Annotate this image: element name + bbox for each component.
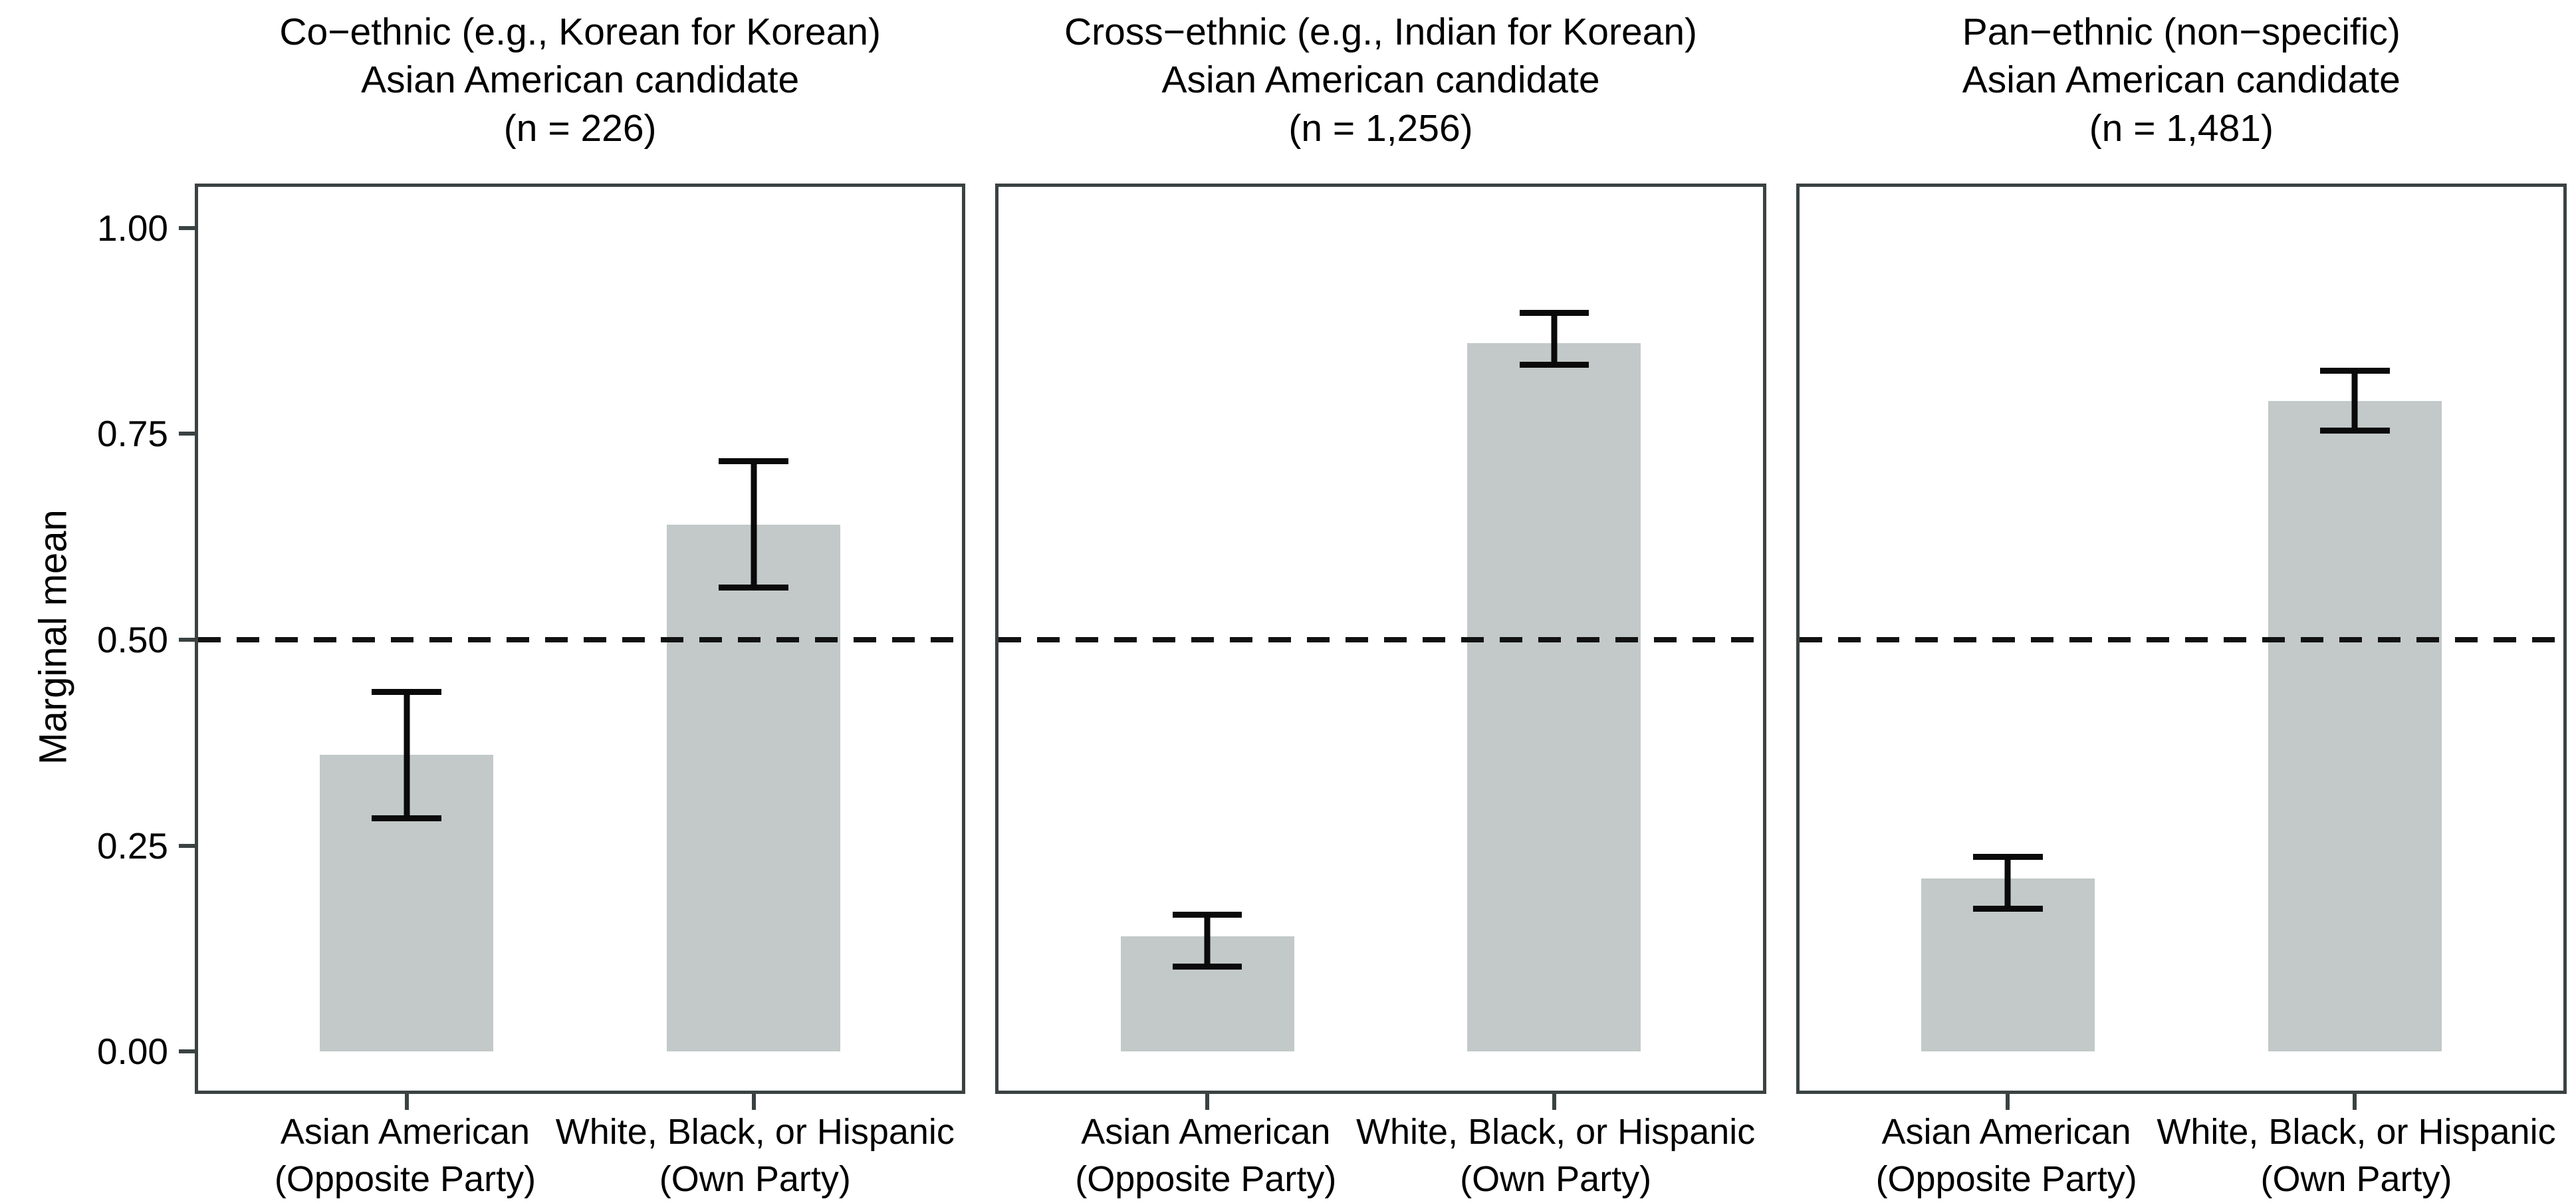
reference-line-0.5: [998, 636, 1763, 642]
y-tick-mark: [179, 637, 195, 642]
y-tick-mark: [179, 225, 195, 230]
error-bar-stem: [1551, 310, 1558, 368]
x-category-label-line: Asian American: [280, 1112, 530, 1152]
x-tick-mark: [751, 1094, 756, 1110]
error-bar-cap-bottom: [1172, 963, 1242, 970]
error-bar-stem: [2351, 368, 2358, 434]
facet-title-line: Co−ethnic (e.g., Korean for Korean): [279, 11, 881, 53]
x-category-label-line: White, Black, or Hispanic: [2157, 1112, 2556, 1152]
error-bar-cap-bottom: [1973, 905, 2043, 912]
x-category-label: White, Black, or Hispanic (Own Party): [2157, 1109, 2555, 1201]
x-category-label-line: (Opposite Party): [1875, 1159, 2137, 1200]
bar: [667, 524, 840, 1052]
x-category-label-line: (Opposite Party): [274, 1159, 536, 1200]
x-tick-mark: [2006, 1094, 2010, 1110]
plot-area: [995, 184, 1766, 1110]
error-bar: [1519, 310, 1589, 368]
y-tick-label: 0.00: [96, 1031, 168, 1073]
error-bar-stem: [1204, 911, 1211, 970]
x-category-label: Asian American (Opposite Party): [1876, 1109, 2137, 1201]
facet-panel: Pan−ethnic (non−specific) Asian American…: [1796, 0, 2567, 1201]
x-category-label: White, Black, or Hispanic (Own Party): [556, 1109, 955, 1201]
error-bar-stem: [404, 689, 410, 821]
error-bar: [372, 689, 442, 821]
error-bar: [1172, 911, 1242, 970]
facet-title-line: (n = 1,481): [2089, 106, 2274, 150]
facet-title-line: Cross−ethnic (e.g., Indian for Korean): [1064, 11, 1698, 53]
x-category-label-line: Asian American: [1081, 1112, 1331, 1152]
x-category-label-line: (Own Party): [659, 1159, 851, 1200]
x-axis-labels: Asian American (Opposite Party) White, Bla…: [1796, 1094, 2567, 1201]
facet-panel: Cross−ethnic (e.g., Indian for Korean) A…: [995, 0, 1766, 1201]
error-bar: [1973, 854, 2043, 912]
error-bar-cap-bottom: [2319, 428, 2390, 434]
facet-title-line: Pan−ethnic (non−specific): [1962, 11, 2400, 53]
y-axis-title: Marginal mean: [31, 509, 75, 765]
x-category-label: White, Black, or Hispanic (Own Party): [1356, 1109, 1755, 1201]
error-bar-cap-bottom: [1519, 362, 1589, 368]
x-category-label: Asian American (Opposite Party): [1075, 1109, 1336, 1201]
facet-title-line: Asian American candidate: [1161, 59, 1600, 102]
x-tick-mark: [404, 1094, 409, 1110]
y-tick-label: 0.25: [96, 825, 168, 867]
facet-title-line: (n = 226): [503, 106, 657, 150]
plot-area: 1.00 0.75 0.50 0.25 0.00: [97, 184, 966, 1110]
error-bar-stem: [2004, 854, 2011, 912]
facet-title: Pan−ethnic (non−specific) Asian American…: [1796, 0, 2567, 184]
x-tick-mark: [2353, 1094, 2357, 1110]
y-tick-label: 0.75: [96, 413, 168, 455]
bar: [2268, 400, 2442, 1052]
y-tick-label: 1.00: [96, 207, 168, 249]
x-category-label-line: Asian American: [1881, 1112, 2131, 1152]
y-tick-mark: [179, 432, 195, 436]
facet-panel: Co−ethnic (e.g., Korean for Korean) Asia…: [97, 0, 966, 1201]
x-category-label-line: White, Black, or Hispanic: [555, 1112, 955, 1152]
x-axis-labels: Asian American (Opposite Party) White, Bla…: [995, 1094, 1766, 1201]
x-category-label-line: (Own Party): [2260, 1159, 2452, 1200]
panels-row: Co−ethnic (e.g., Korean for Korean) Asia…: [97, 0, 2567, 1201]
x-category-label-line: White, Black, or Hispanic: [1356, 1112, 1756, 1152]
y-tick-mark: [179, 1049, 195, 1054]
facet-title: Co−ethnic (e.g., Korean for Korean) Asia…: [195, 0, 965, 184]
facet-title: Cross−ethnic (e.g., Indian for Korean) A…: [995, 0, 1766, 184]
error-bar-stem: [751, 458, 757, 591]
error-bar: [719, 458, 788, 591]
error-bar: [2319, 368, 2390, 434]
facet-title-line: Asian American candidate: [1962, 59, 2400, 102]
x-category-label: Asian American (Opposite Party): [275, 1109, 536, 1201]
reference-line-0.5: [198, 636, 963, 642]
facet-title-line: Asian American candidate: [361, 59, 800, 102]
y-tick-label: 0.50: [96, 618, 168, 660]
facet-title-line: (n = 1,256): [1288, 106, 1473, 150]
x-axis-labels: Asian American (Opposite Party) White, Bla…: [195, 1094, 965, 1201]
x-tick-mark: [1205, 1094, 1210, 1110]
y-tick-mark: [179, 843, 195, 848]
reference-line-0.5: [1799, 636, 2563, 642]
x-category-label-line: (Opposite Party): [1075, 1159, 1337, 1200]
error-bar-cap-bottom: [372, 815, 442, 821]
error-bar-cap-bottom: [719, 584, 788, 591]
bar: [1467, 343, 1641, 1052]
x-category-label-line: (Own Party): [1460, 1159, 1652, 1200]
x-tick-mark: [1552, 1094, 1556, 1110]
plot-area: [1796, 184, 2567, 1110]
